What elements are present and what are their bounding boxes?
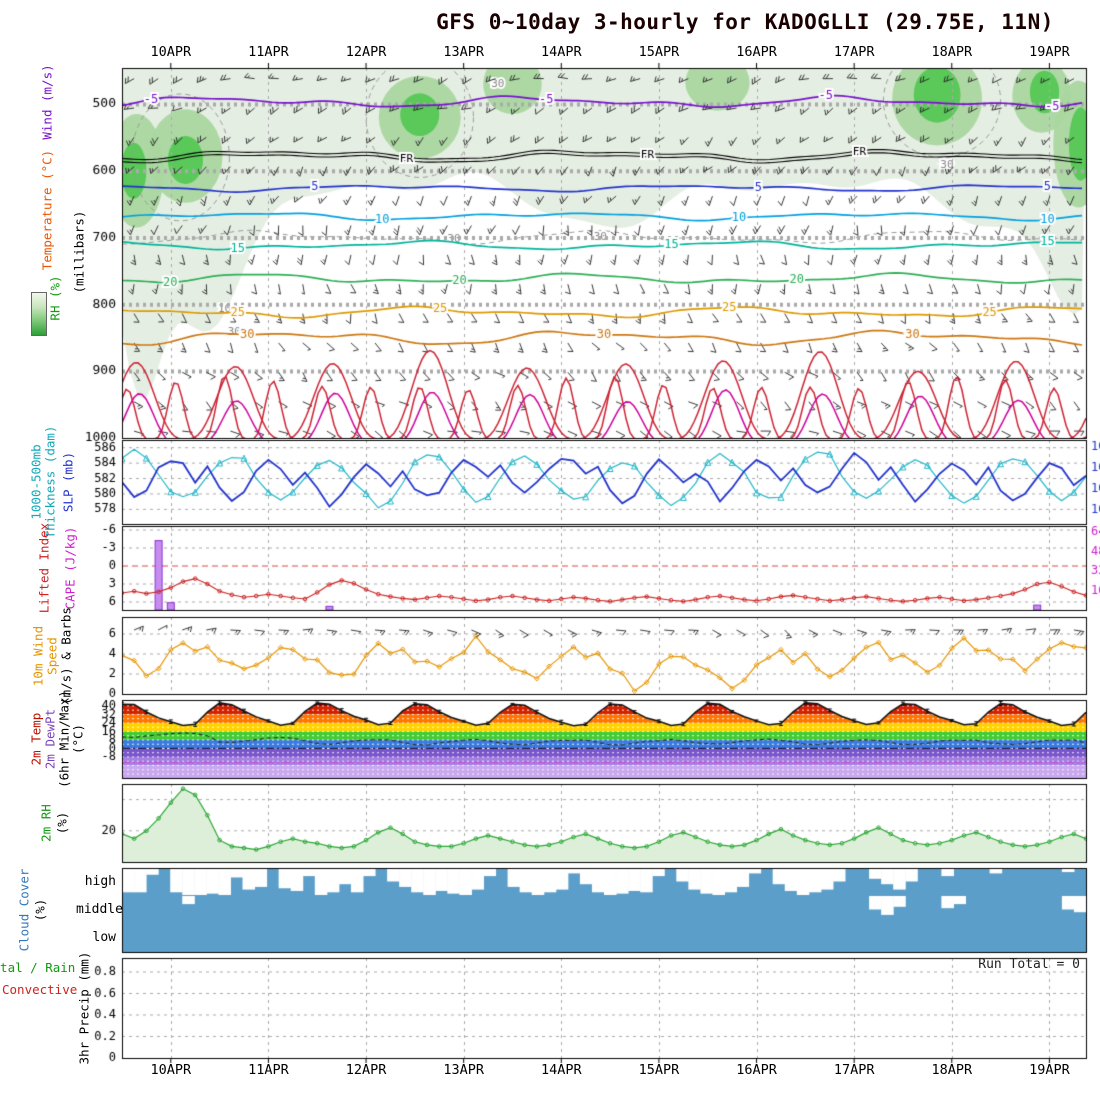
axis-label-10m-wind: 10m Wind xyxy=(30,625,46,687)
date-label-bottom: 11APR xyxy=(248,1062,289,1078)
axis-label-2m-minmax: (6hr Min/Max) xyxy=(56,690,72,788)
axis-label-temperature: Temperature (°C) xyxy=(39,149,55,271)
axis-label-millibars: (millibars) xyxy=(71,210,87,294)
axis-label-wind: Wind (m/s) xyxy=(39,64,55,140)
date-label-top: 13APR xyxy=(443,44,484,60)
date-label-bottom: 16APR xyxy=(736,1062,777,1078)
date-label-top: 11APR xyxy=(248,44,289,60)
axis-label-cloud-units: (%) xyxy=(32,898,48,922)
date-label-top: 17APR xyxy=(833,44,875,60)
date-label-bottom: 15APR xyxy=(638,1062,680,1078)
date-label-bottom: 18APR xyxy=(931,1062,973,1078)
axis-label-3hr-precip: 3hr Precip (mm) xyxy=(76,951,92,1065)
axis-label-cloud-cover: Cloud Cover xyxy=(16,868,32,952)
date-label-top: 12APR xyxy=(345,44,387,60)
chart-title: GFS 0~10day 3-hourly for KADOGLLI (29.75… xyxy=(436,10,1054,34)
date-label-bottom: 17APR xyxy=(833,1062,875,1078)
date-label-top: 16APR xyxy=(736,44,777,60)
axis-label-2m-dewpt: 2m DewPt xyxy=(42,708,58,770)
axis-label-2m-rh-units: (%) xyxy=(54,811,70,835)
date-label-top: 14APR xyxy=(540,44,582,60)
cloud-row-label-middle: middle xyxy=(76,902,123,917)
axis-label-lifted-index: Lifted Index xyxy=(36,522,52,614)
axis-label-slp: SLP (mb) xyxy=(60,451,76,513)
axis-label-precip-convective: Convective xyxy=(2,982,78,997)
cloud-row-label-high: high xyxy=(84,874,116,889)
rh-colorbar-legend xyxy=(31,292,47,336)
date-label-top: 18APR xyxy=(931,44,973,60)
axis-label-cape: CAPE (J/kg) xyxy=(62,526,78,610)
date-label-bottom: 13APR xyxy=(443,1062,484,1078)
date-label-bottom: 10APR xyxy=(150,1062,192,1078)
axis-label-2m-temp: 2m Temp xyxy=(28,712,44,766)
axis-label-2m-units: (°C) xyxy=(70,723,86,755)
date-label-bottom: 14APR xyxy=(540,1062,582,1078)
axis-label-10m-wind-speed: Speed xyxy=(44,637,60,675)
axis-label-2m-rh: 2m RH xyxy=(38,804,54,842)
axis-label-precip-total: Total / Rain xyxy=(0,960,76,975)
axis-label-rh: RH (%) xyxy=(47,275,63,321)
axis-label-thickness-line2: Thickness (dam) xyxy=(42,425,58,539)
run-total-label: Run Total = 0 xyxy=(978,957,1080,972)
date-label-top: 19APR xyxy=(1029,44,1070,60)
date-label-top: 10APR xyxy=(150,44,192,60)
date-label-bottom: 12APR xyxy=(345,1062,387,1078)
cloud-row-label-low: low xyxy=(92,930,116,945)
date-label-bottom: 19APR xyxy=(1029,1062,1070,1078)
date-label-top: 15APR xyxy=(638,44,680,60)
axis-label-thickness-line1: 1000-500mb xyxy=(28,444,44,520)
